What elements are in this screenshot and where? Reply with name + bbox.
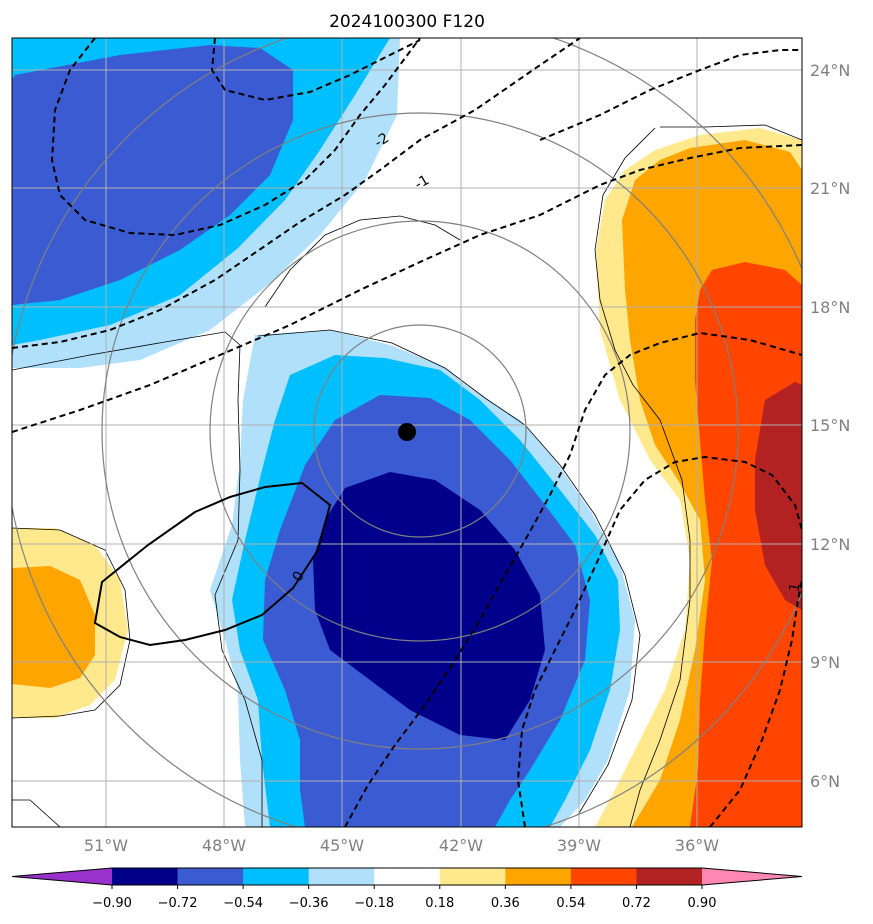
zero-contour [93,481,332,647]
lon-label: 48°W [202,836,246,855]
colorbar-tick-label: 0.54 [556,896,585,911]
colorbar-extend-low [12,868,112,885]
lat-label: 6°N [810,772,840,791]
map-area: -2 -1 0 1 [12,38,803,827]
colorbar-segment [374,868,441,885]
lat-lon-grid [12,38,802,827]
map-title: 2024100300 F120 [329,12,485,32]
lat-label: 12°N [810,535,850,554]
lon-label: 51°W [84,836,128,855]
lon-label: 42°W [439,836,483,855]
west-positive-anomaly [12,528,128,718]
lon-label: 39°W [557,836,601,855]
lat-label: 21°N [810,179,850,198]
colorbar-extend-high [702,868,802,885]
colorbar-tick-label: −0.90 [92,896,132,911]
contour-label-minus-one: -1 [412,172,432,193]
lat-label: 18°N [810,298,850,317]
colorbar-segment [112,868,179,885]
latitude-labels: 24°N 21°N 18°N 15°N 12°N 9°N 6°N [810,61,850,791]
colorbar-segment [177,868,244,885]
lon-label: 36°W [675,836,719,855]
colorbar-tick-label: −0.18 [354,896,394,911]
lon-label: 45°W [320,836,364,855]
colorbar-segment [505,868,572,885]
range-rings [12,38,802,827]
dashed-contours [12,38,802,827]
colorbar-tick-label: 0.72 [622,896,651,911]
lat-label: 15°N [810,416,850,435]
storm-center-marker [398,423,416,441]
central-negative-anomaly [210,330,635,827]
lat-label: 9°N [810,653,840,672]
colorbar-tick-label: −0.54 [223,896,263,911]
colorbar-tick-label: 0.90 [688,896,717,911]
thin-contours [12,124,802,827]
colorbar-segment [570,868,637,885]
lat-label: 24°N [810,61,850,80]
colorbar-tick-label: −0.36 [289,896,329,911]
longitude-labels: 51°W 48°W 45°W 42°W 39°W 36°W [84,836,719,855]
colorbar-segment [636,868,703,885]
colorbar-segment [308,868,375,885]
colorbar-tick-label: −0.72 [158,896,198,911]
colorbar-segment [439,868,506,885]
colorbar-segment [243,868,310,885]
colorbar: −0.90 −0.72 −0.54 −0.36 −0.18 0.18 0.36 0.54 0.7… [11,867,803,911]
colorbar-tick-label: 0.18 [425,896,454,911]
colorbar-tick-label: 0.36 [491,896,520,911]
contour-label-one: 1 [786,582,803,594]
map-frame [11,37,803,828]
